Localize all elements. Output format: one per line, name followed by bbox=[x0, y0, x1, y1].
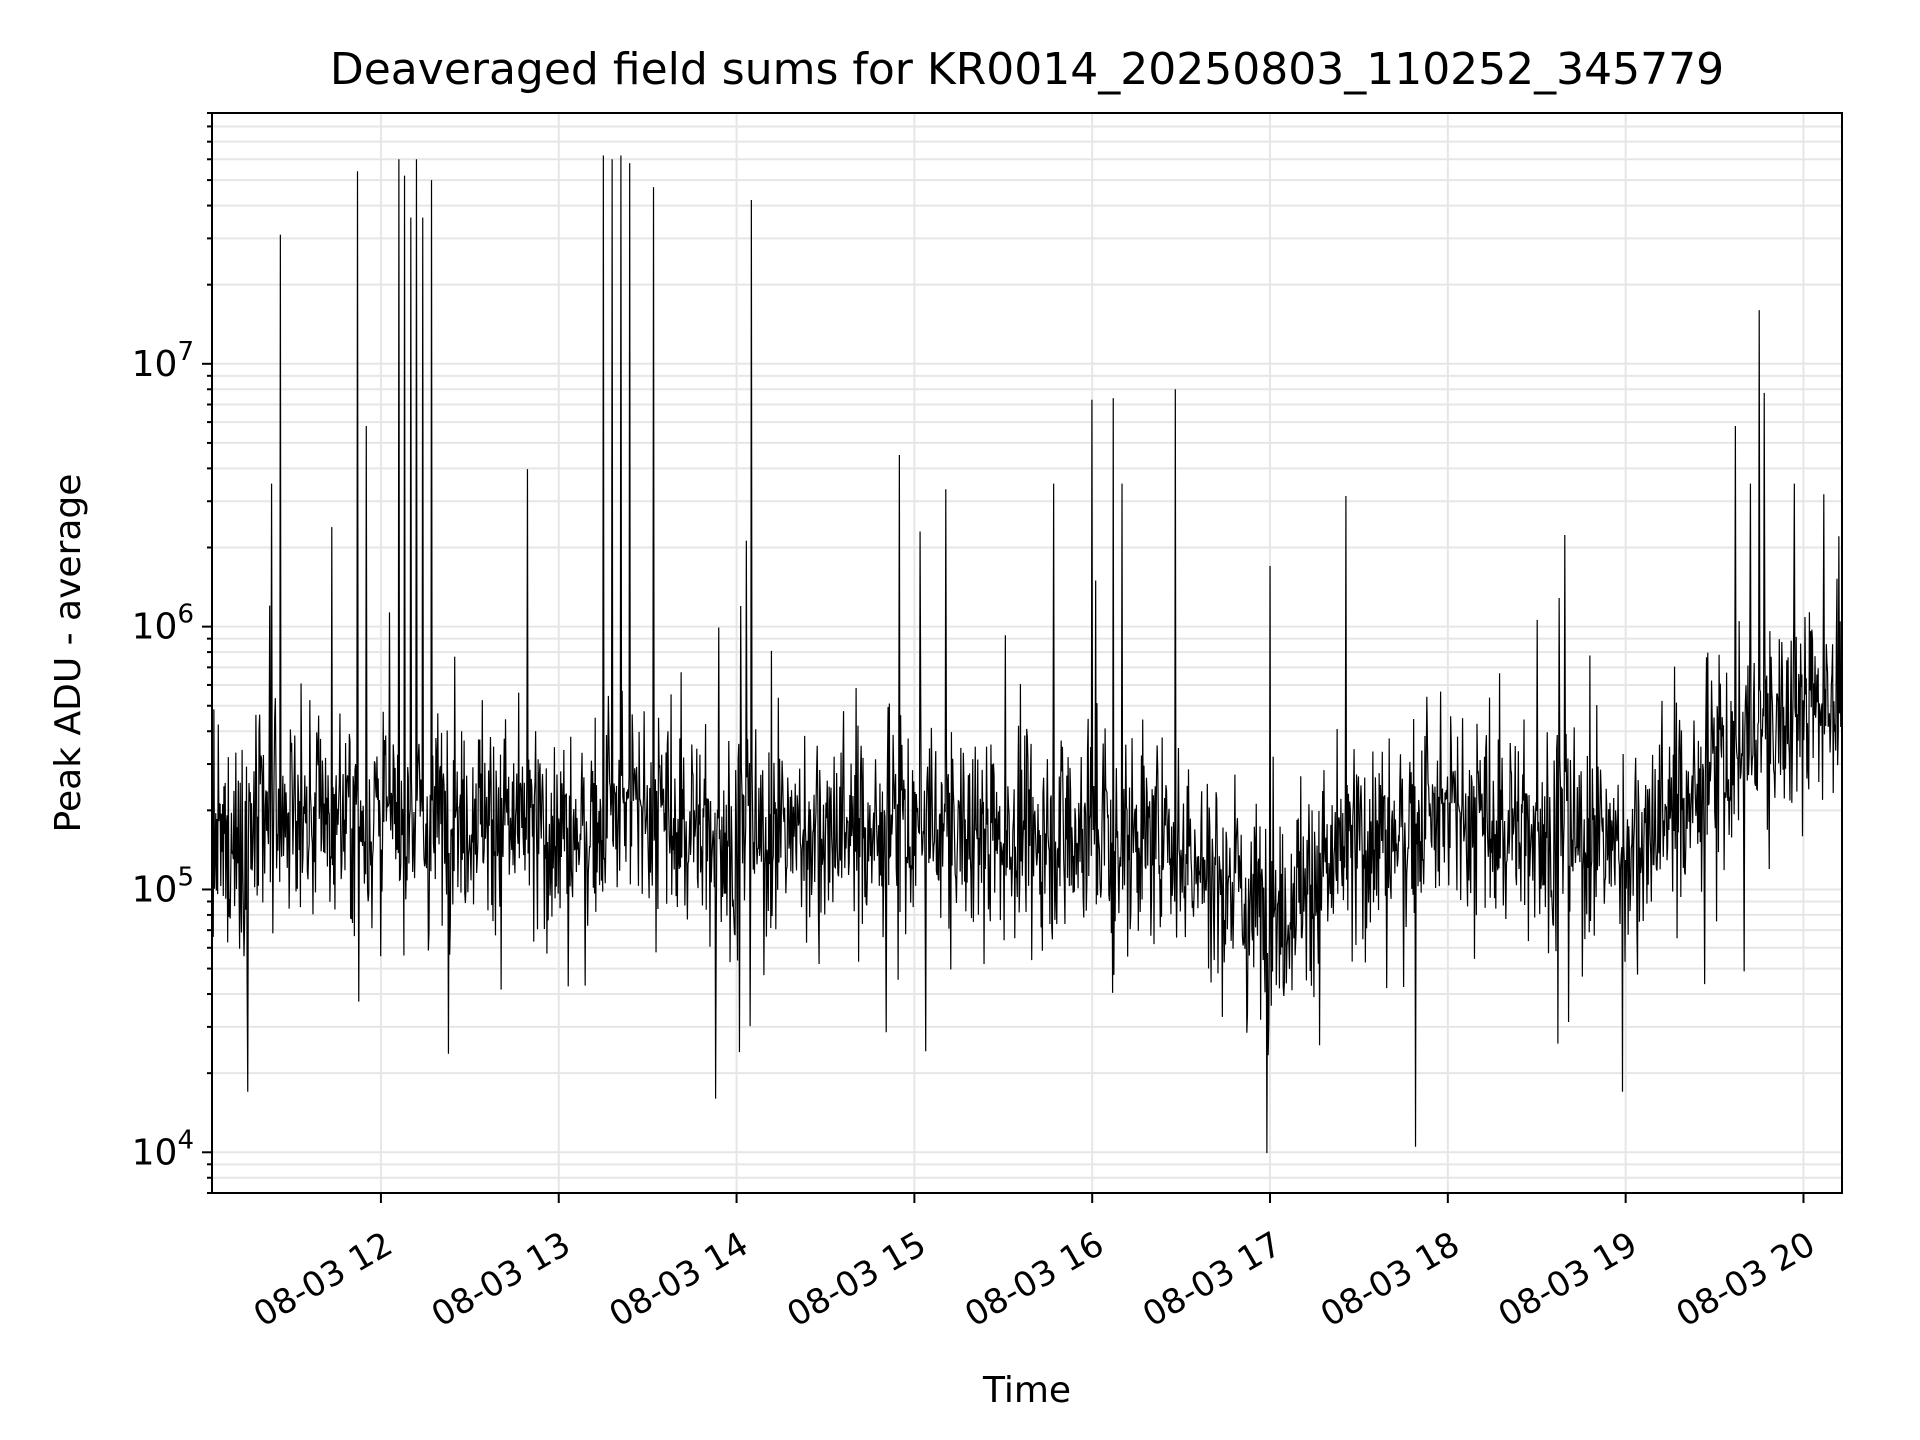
x-axis-label: Time bbox=[982, 1370, 1071, 1411]
series-line bbox=[211, 155, 1843, 1154]
y-axis-label: Peak ADU - average bbox=[48, 474, 89, 833]
y-tick-label: 106 bbox=[132, 600, 194, 648]
y-axis-ticks: 104 105 106 107 bbox=[132, 112, 212, 1194]
y-tick-label: 105 bbox=[132, 862, 194, 910]
y-tick-label: 104 bbox=[132, 1125, 194, 1173]
data-series bbox=[211, 155, 1843, 1154]
chart-title: Deaveraged field sums for KR0014_2025080… bbox=[330, 44, 1724, 95]
y-tick-label: 107 bbox=[132, 337, 194, 385]
